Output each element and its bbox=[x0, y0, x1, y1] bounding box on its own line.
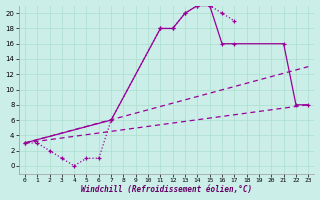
X-axis label: Windchill (Refroidissement éolien,°C): Windchill (Refroidissement éolien,°C) bbox=[81, 185, 252, 194]
